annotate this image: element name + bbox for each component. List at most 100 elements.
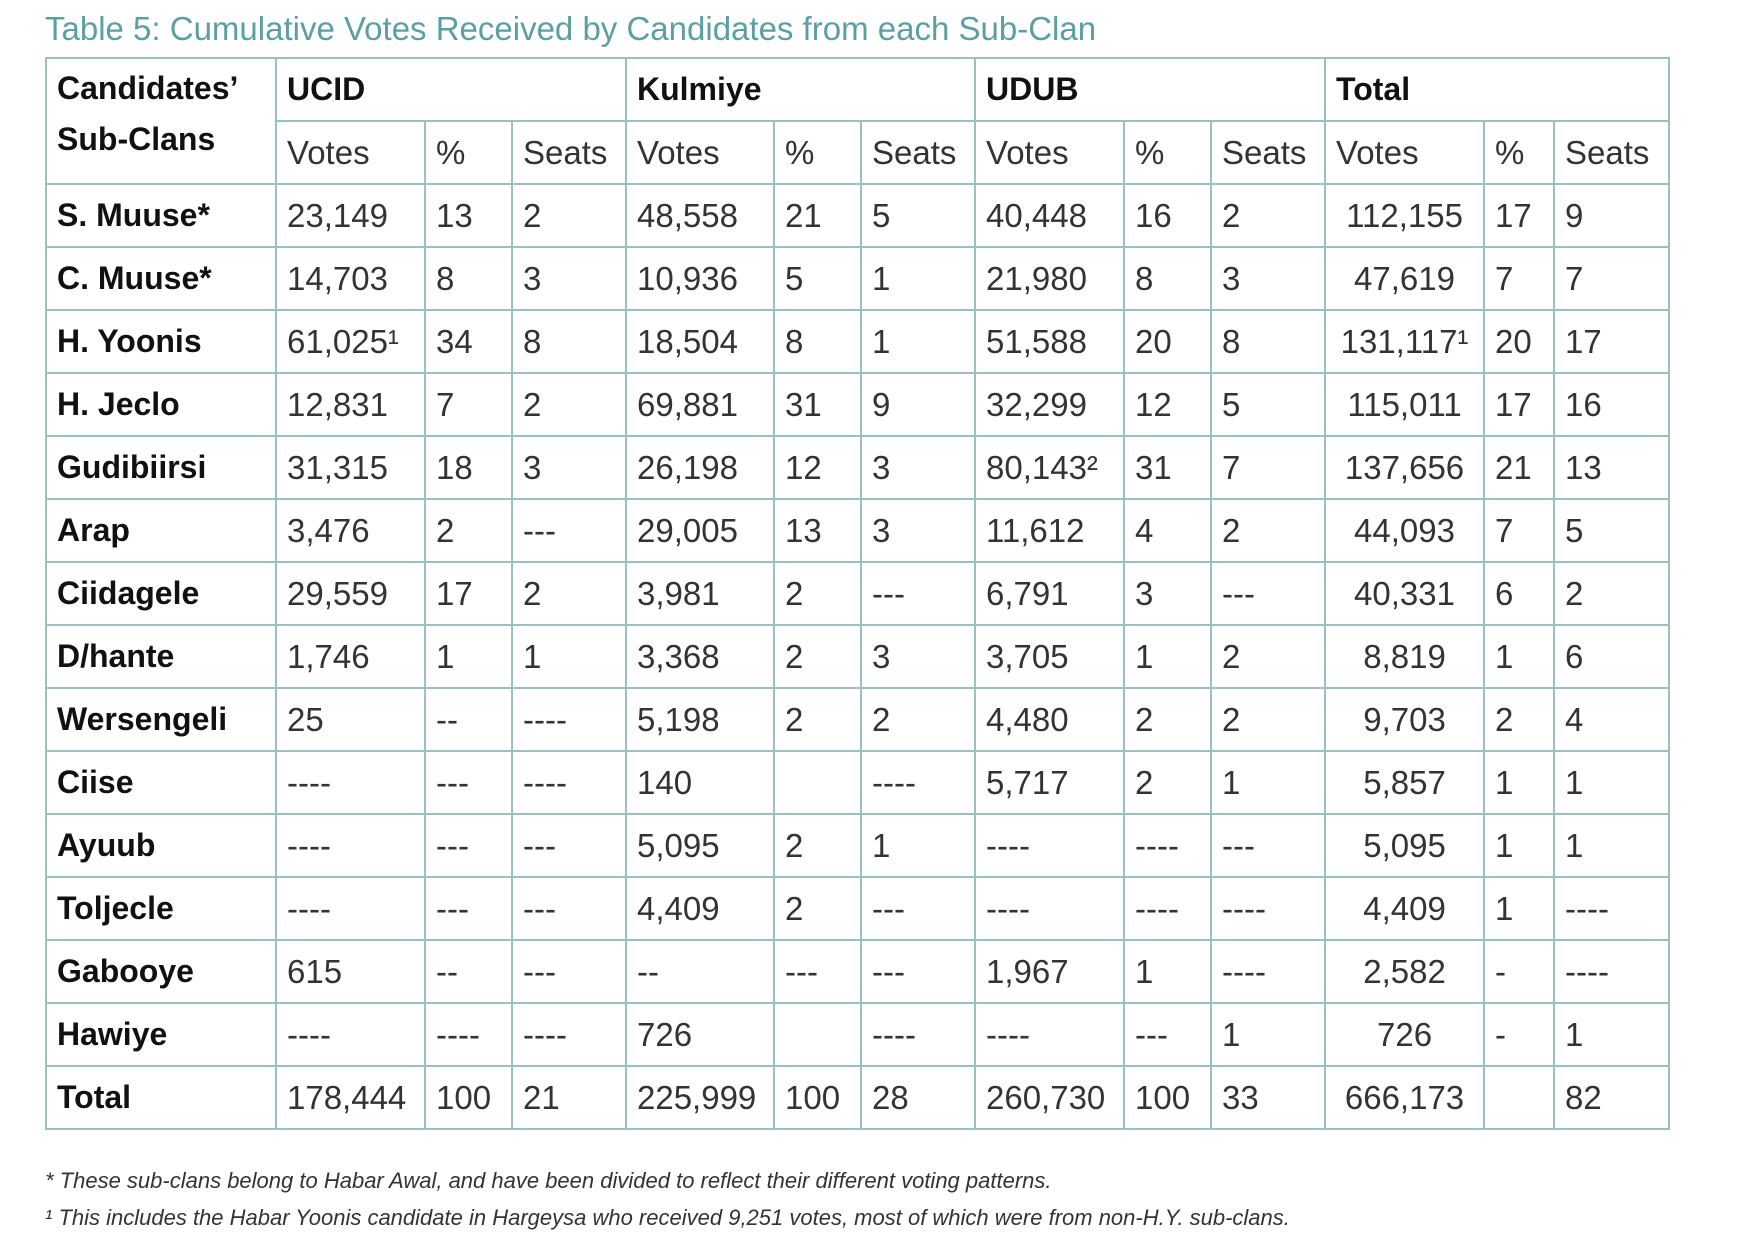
subheader: Votes — [625, 120, 775, 185]
table-cell: 115,011 — [1324, 372, 1486, 437]
table-cell: 1 — [1483, 624, 1556, 689]
table-cell: 1 — [1123, 624, 1212, 689]
table-cell: 178,444 — [275, 1065, 426, 1130]
table-cell: 225,999 — [625, 1065, 775, 1130]
table-cell: 2 — [860, 687, 976, 752]
table-cell: 1 — [1483, 750, 1556, 815]
table-cell: - — [1483, 1002, 1556, 1067]
table-cell: 33 — [1209, 1065, 1327, 1130]
table-cell: ---- — [511, 687, 627, 752]
table-cell: 3 — [860, 435, 976, 500]
table-cell: -- — [424, 687, 513, 752]
table-cell: 2 — [1209, 498, 1327, 563]
table-cell: --- — [511, 498, 627, 563]
table-cell: 8 — [511, 309, 627, 374]
header-row: Candidates’ Sub-Clans UCID Kulmiye UDUB Tota… — [45, 57, 1671, 185]
table-cell: 1,746 — [275, 624, 426, 689]
table-cell: 131,117¹ — [1324, 309, 1486, 374]
table-cell: 5 — [860, 183, 976, 248]
table-cell: 2 — [1123, 687, 1212, 752]
table-cell: 7 — [1209, 435, 1327, 500]
table-cell: ---- — [860, 1002, 976, 1067]
table-row: S. Muuse* 23,149 13 2 48,558 21 5 40,448 16 2 112,… — [45, 183, 1671, 248]
row-label: Toljecle — [45, 876, 277, 941]
table-cell: 82 — [1553, 1065, 1671, 1130]
table-cell: 12 — [1123, 372, 1212, 437]
corner-header: Candidates’ Sub-Clans — [45, 57, 277, 185]
table-cell: 1 — [1553, 1002, 1671, 1067]
table-cell: ---- — [860, 750, 976, 815]
table-cell: 5 — [773, 246, 862, 311]
table-cell: 100 — [773, 1065, 862, 1130]
table-cell: 1 — [860, 309, 976, 374]
table-cell: 23,149 — [275, 183, 426, 248]
table-cell: --- — [511, 939, 627, 1004]
table-cell: 4 — [1553, 687, 1671, 752]
table-cell: 80,143² — [974, 435, 1125, 500]
table-cell: 1 — [1209, 1002, 1327, 1067]
table-cell: 2 — [1209, 687, 1327, 752]
table-cell: 12,831 — [275, 372, 426, 437]
table-cell: 5,857 — [1324, 750, 1486, 815]
table-cell: --- — [1209, 813, 1327, 878]
table-cell: 112,155 — [1324, 183, 1486, 248]
footnote: ¹ This includes the Habar Yoonis candida… — [45, 1205, 1290, 1230]
group-header: Total — [1324, 57, 1671, 122]
table-row: Ciidagele 29,559 17 2 3,981 2 --- 6,791 3 --- 40,3… — [45, 561, 1671, 626]
table-cell: --- — [424, 813, 513, 878]
table-cell: 2 — [773, 561, 862, 626]
table-cell: 28 — [860, 1065, 976, 1130]
subheader: % — [773, 120, 862, 185]
table-cell: 3,368 — [625, 624, 775, 689]
table-cell: 47,619 — [1324, 246, 1486, 311]
table-cell: 2 — [424, 498, 513, 563]
table-cell: 3,705 — [974, 624, 1125, 689]
table-cell: 61,025¹ — [275, 309, 426, 374]
table-cell: --- — [1209, 561, 1327, 626]
table-cell: 26,198 — [625, 435, 775, 500]
table-cell: 726 — [1324, 1002, 1486, 1067]
table-cell: 2 — [511, 372, 627, 437]
table-cell: 2 — [1123, 750, 1212, 815]
table-cell: 17 — [1553, 309, 1671, 374]
table-cell: 2 — [511, 561, 627, 626]
table-cell: 3,476 — [275, 498, 426, 563]
table-cell: 20 — [1483, 309, 1556, 374]
subheader-row: Votes% Seats Votes% Seats Votes% Seats Votes% S… — [46, 120, 1671, 185]
table-cell: --- — [860, 876, 976, 941]
table-cell: 8 — [424, 246, 513, 311]
row-label: C. Muuse* — [45, 246, 277, 311]
table-cell: 1 — [1553, 813, 1671, 878]
table-cell: 1 — [1553, 750, 1671, 815]
subheader: Votes — [1324, 120, 1486, 185]
subheader: Votes — [974, 120, 1125, 185]
row-label: Wersengeli — [45, 687, 277, 752]
table-cell: 100 — [1123, 1065, 1212, 1130]
table-row: Hawiye ---- ---- ---- 726 ---- ---- --- 1 726-1 — [45, 1002, 1671, 1067]
table-cell: ---- — [974, 813, 1125, 878]
table-cell: 17 — [1483, 372, 1556, 437]
table-cell: ---- — [424, 1002, 513, 1067]
row-label: Ciidagele — [45, 561, 277, 626]
table-cell: 5,095 — [625, 813, 775, 878]
table-cell: 2 — [773, 813, 862, 878]
table-cell: ---- — [511, 1002, 627, 1067]
subheader: Seats — [1553, 120, 1671, 185]
table-cell: 6 — [1553, 624, 1671, 689]
row-label: H. Jeclo — [45, 372, 277, 437]
table-cell: 2,582 — [1324, 939, 1486, 1004]
table-cell: 8,819 — [1324, 624, 1486, 689]
table-cell: 5,095 — [1324, 813, 1486, 878]
row-label: Arap — [45, 498, 277, 563]
table-cell: 8 — [773, 309, 862, 374]
table-cell: 1 — [1483, 813, 1556, 878]
table-cell: --- — [424, 750, 513, 815]
row-label: Gudibiirsi — [45, 435, 277, 500]
table-cell: 11,612 — [974, 498, 1125, 563]
table-cell: 2 — [511, 183, 627, 248]
table-cell: ---- — [275, 750, 426, 815]
table-cell: 5,717 — [974, 750, 1125, 815]
table-cell: ---- — [974, 876, 1125, 941]
table-cell: 4,409 — [625, 876, 775, 941]
table-cell: 1 — [1483, 876, 1556, 941]
